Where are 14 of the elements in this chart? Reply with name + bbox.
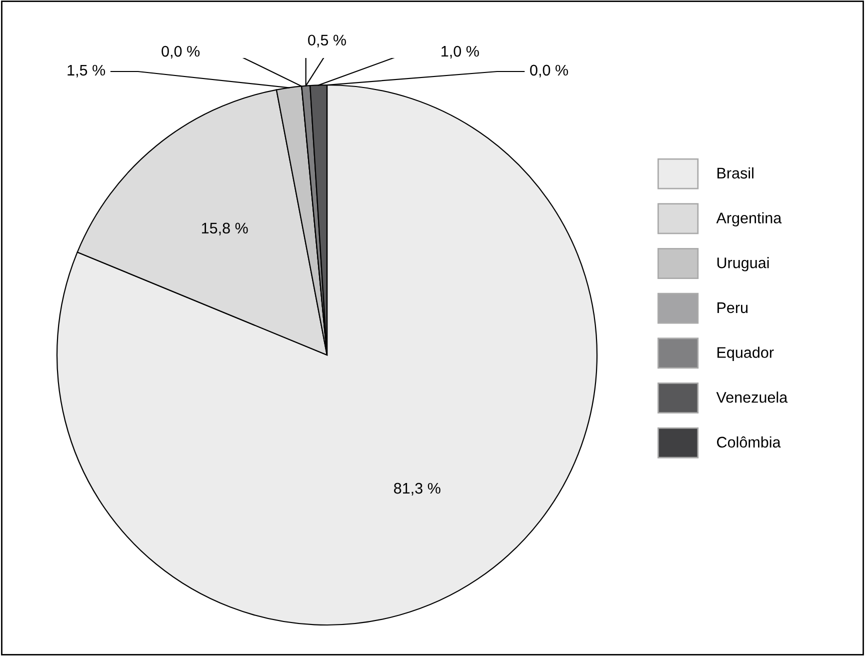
legend-label: Venezuela bbox=[716, 392, 788, 403]
text: 0,0 % bbox=[162, 46, 200, 59]
legend-label: Equador bbox=[717, 346, 774, 361]
data-label: 81,3 % bbox=[394, 482, 440, 496]
data-label: 1,0 % bbox=[442, 46, 479, 59]
data-label: 15,8 % bbox=[202, 222, 248, 236]
legend-label: Colômbia bbox=[717, 436, 781, 448]
legend-label: Argentina bbox=[716, 212, 782, 226]
data-label: 0,5 % bbox=[308, 34, 346, 48]
legend-label: Brasil bbox=[717, 167, 754, 179]
legend-label: Peru bbox=[717, 302, 748, 314]
data-label: 1,5 % bbox=[68, 64, 106, 78]
text: 0,0 % bbox=[530, 64, 568, 78]
legend-label: Uruguai bbox=[717, 257, 769, 272]
